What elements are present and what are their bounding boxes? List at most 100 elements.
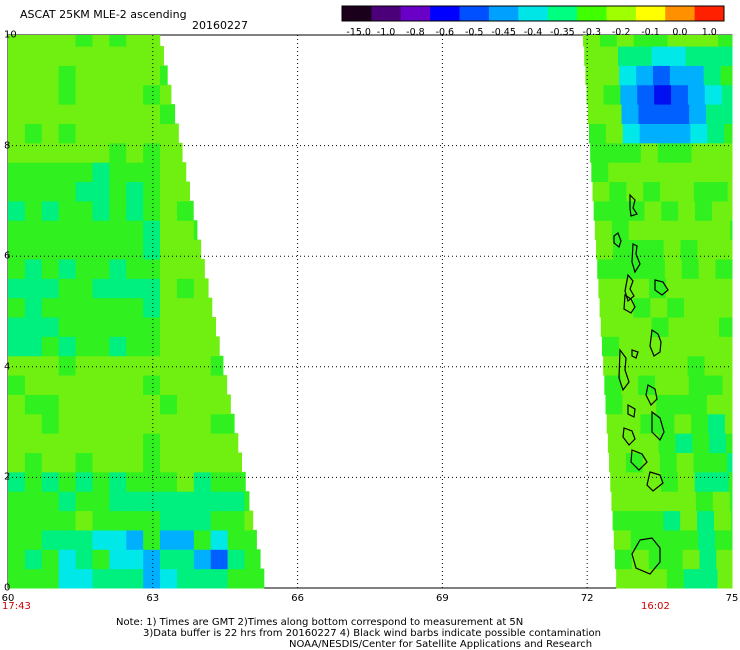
data-cell: [92, 239, 110, 260]
data-cell: [680, 510, 698, 531]
data-cell: [646, 239, 665, 260]
data-cell: [75, 297, 93, 318]
data-cell: [703, 336, 721, 357]
data-cell: [193, 336, 212, 357]
data-cell: [708, 413, 726, 434]
data-cell: [676, 452, 695, 473]
data-cell: [210, 413, 229, 434]
data-cell: [176, 355, 195, 376]
data-cell: [210, 355, 224, 376]
data-cell: [244, 568, 262, 589]
colorbar-segment: [400, 6, 431, 21]
data-cell: [8, 104, 26, 124]
data-cell: [8, 239, 26, 260]
data-cell: [58, 123, 77, 144]
data-cell: [24, 491, 43, 512]
data-cell: [619, 65, 637, 86]
data-cell: [92, 142, 110, 163]
data-cell: [704, 355, 722, 376]
data-cell: [673, 123, 691, 144]
data-cell: [92, 258, 110, 279]
data-cell: [193, 258, 205, 279]
data-cell: [695, 200, 713, 221]
data-cell: [143, 35, 161, 47]
data-cell: [160, 220, 178, 241]
swath-east: [583, 35, 733, 589]
data-cell: [109, 491, 127, 512]
data-cell: [663, 239, 682, 260]
data-cell: [651, 46, 670, 66]
colorbar-segment: [459, 6, 490, 21]
data-cell: [585, 65, 603, 86]
data-cell: [126, 491, 144, 512]
data-cell: [227, 549, 246, 570]
data-cell: [193, 510, 212, 531]
data-cell: [722, 375, 733, 395]
data-cell: [160, 65, 168, 86]
data-cell: [92, 375, 110, 395]
data-cell: [109, 297, 127, 318]
data-cell: [622, 394, 640, 415]
data-cell: [58, 142, 77, 163]
x-tick-label: 60: [1, 593, 15, 604]
data-cell: [126, 65, 144, 86]
data-cell: [8, 200, 26, 221]
data-cell: [716, 278, 733, 299]
data-cell: [723, 394, 733, 415]
data-cell: [143, 317, 161, 337]
data-cell: [227, 529, 246, 550]
data-cell: [725, 142, 733, 163]
data-cell: [126, 84, 144, 105]
data-cell: [92, 104, 110, 124]
data-cell: [126, 142, 144, 163]
data-cell: [92, 394, 110, 415]
data-cell: [41, 433, 60, 454]
data-cell: [640, 413, 658, 434]
data-cell: [588, 123, 607, 144]
data-cell: [58, 549, 77, 570]
colorbar-label: -0.45: [491, 27, 516, 38]
data-cell: [610, 471, 628, 492]
data-cell: [143, 491, 161, 512]
data-cell: [58, 200, 77, 221]
data-cell: [640, 142, 659, 163]
data-cell: [607, 433, 626, 454]
data-cell: [58, 510, 77, 531]
data-cell: [126, 46, 144, 66]
data-cell: [699, 278, 718, 299]
data-cell: [41, 394, 60, 415]
data-cell: [41, 375, 60, 395]
data-cell: [653, 355, 672, 376]
data-cell: [24, 65, 43, 86]
data-cell: [8, 181, 26, 202]
data-cell: [24, 336, 43, 357]
data-cell: [143, 142, 161, 163]
data-cell: [41, 65, 60, 86]
data-cell: [92, 317, 110, 337]
data-cell: [126, 510, 144, 531]
data-cell: [715, 529, 733, 550]
data-cell: [618, 336, 637, 357]
data-cell: [603, 355, 621, 376]
data-cell: [611, 491, 629, 512]
data-cell: [24, 394, 43, 415]
data-cell: [676, 181, 695, 202]
data-cell: [24, 510, 43, 531]
colorbar-segment: [518, 6, 549, 21]
data-cell: [143, 104, 161, 124]
data-cell: [606, 413, 625, 434]
colorbar-label: -0.35: [550, 27, 575, 38]
data-cell: [693, 452, 711, 473]
data-cell: [75, 394, 93, 415]
data-cell: [210, 510, 229, 531]
data-cell: [8, 258, 26, 279]
data-cell: [719, 317, 733, 337]
data-cell: [92, 471, 110, 492]
data-cell: [652, 336, 671, 357]
data-cell: [8, 549, 26, 570]
data-cell: [41, 568, 60, 589]
data-cell: [160, 84, 172, 105]
data-cell: [58, 84, 77, 105]
data-cell: [720, 336, 733, 357]
data-cell: [126, 394, 144, 415]
